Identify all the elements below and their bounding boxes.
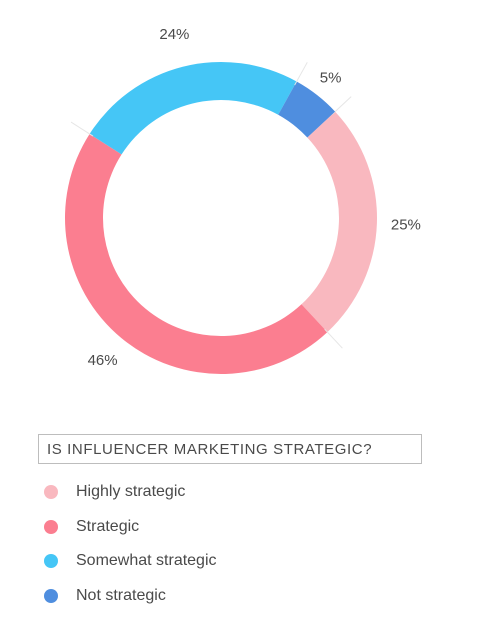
legend-swatch-icon [44,554,58,568]
donut-slice-not-strategic [278,81,336,138]
slice-divider-line [294,62,308,86]
donut-slice-somewhat-strategic [89,61,297,155]
legend-swatch-icon [44,588,58,603]
legend-item: Not strategic [44,587,217,605]
slice-label-somewhat-strategic: 24% [159,26,189,43]
legend-label: Highly strategic [76,483,186,500]
legend-item: Highly strategic [44,483,217,501]
legend-swatch-icon [44,485,58,499]
legend-label: Strategic [76,517,140,535]
donut-chart: 25% 46% 24% 5% [64,26,421,374]
slice-label-highly-strategic: 25% [391,216,421,233]
legend-label: Somewhat strategic [76,552,217,569]
slice-label-strategic: 46% [88,352,118,369]
legend-item: Strategic [44,518,217,536]
donut-slice-highly-strategic [301,111,377,333]
legend-label: Not strategic [76,586,166,604]
legend-item: Somewhat strategic [44,552,217,570]
chart-legend: Highly strategic Strategic Somewhat strate… [44,483,217,621]
donut-chart-svg: 25% 46% 24% 5% [64,26,421,374]
donut-slice-strategic [64,133,328,374]
slice-divider-line [324,328,343,349]
slice-divider-line [331,96,352,115]
slice-divider-line [70,121,94,137]
slice-label-not-strategic: 5% [320,70,342,87]
legend-swatch-icon [44,519,58,534]
chart-title: IS INFLUENCER MARKETING STRATEGIC? [38,434,422,464]
